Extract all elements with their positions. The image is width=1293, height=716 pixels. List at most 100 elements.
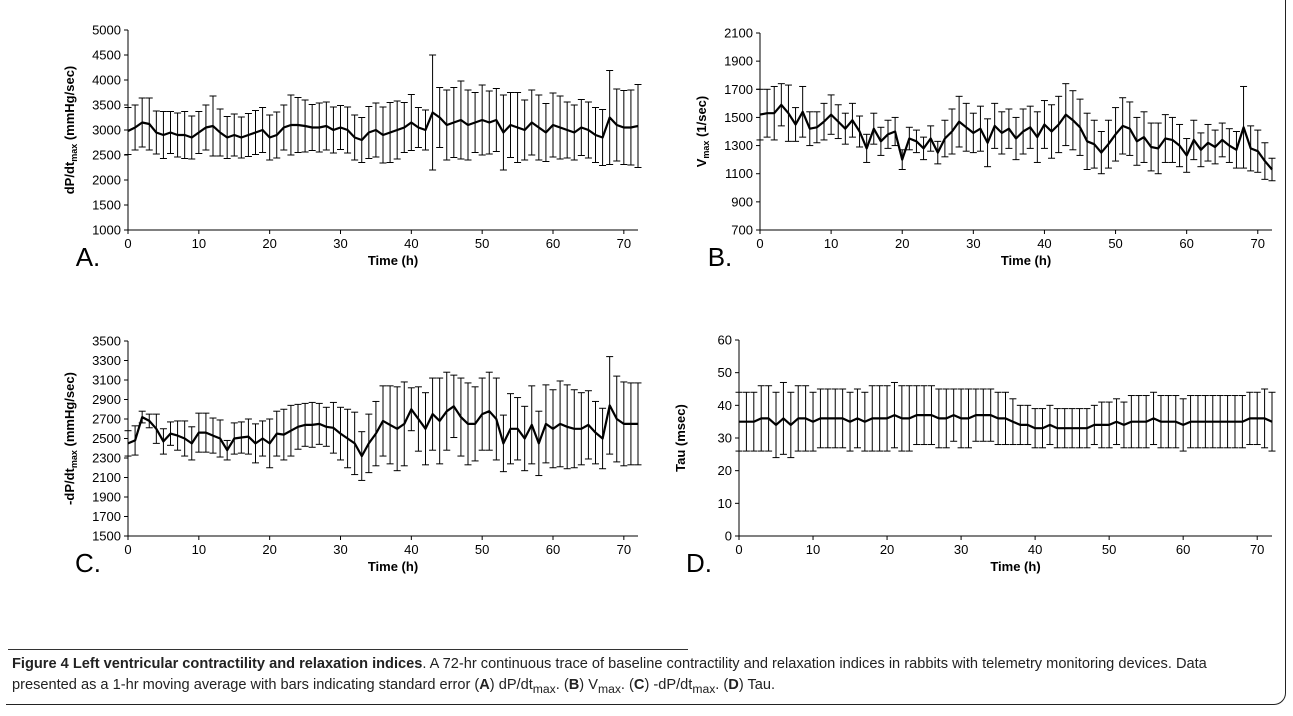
y-tick-label: 1900	[724, 54, 753, 69]
y-tick-label: 700	[731, 223, 753, 238]
y-tick-label: 60	[718, 333, 732, 348]
x-tick-label: 40	[1037, 236, 1051, 251]
x-tick-label: 50	[475, 542, 489, 557]
panel-label: B.	[708, 242, 733, 272]
y-axis-label-unit: (mmHg/sec)	[62, 66, 77, 144]
caption-text-5: . (	[620, 677, 634, 693]
y-tick-label: 1500	[92, 529, 121, 544]
y-axis-label-sub: max	[69, 450, 79, 468]
x-axis-label: Time (h)	[990, 559, 1040, 574]
y-tick-label: 3100	[92, 373, 121, 388]
caption-sub-1: max	[532, 681, 556, 696]
chart-panel-b: 700 900 1100 1300 1500 1700 1900 2100 0 10 20 30 40 5…	[694, 26, 1276, 272]
x-tick-label: 20	[262, 236, 276, 251]
caption-text-6: ) -dP/dt	[644, 677, 693, 693]
x-tick-label: 70	[617, 236, 631, 251]
chart-panel-a: 1000 1500 2000 2500 3000 3500 4000 4500 5000 0 10 2…	[62, 23, 642, 272]
y-axis-label-unit: (mmHg/sec)	[62, 372, 77, 450]
series-line	[739, 414, 1273, 430]
y-axis-label-main: Tau (msec)	[673, 404, 688, 472]
y-tick-label: 1100	[725, 166, 753, 181]
caption-text-8: ) Tau.	[738, 677, 776, 693]
series-line	[127, 111, 639, 142]
figure-caption: Figure 4 Left ventricular contractility …	[12, 654, 1274, 700]
y-axis-label: Tau (msec)	[673, 404, 688, 472]
caption-panel-d: D	[728, 677, 739, 693]
caption-text-3: . (	[555, 677, 569, 693]
caption-text-4: ) V	[579, 677, 598, 693]
caption-rule	[8, 649, 688, 650]
y-axis-label: Vmax (1/sec)	[694, 96, 711, 168]
figure-frame	[6, 0, 1286, 705]
y-tick-label: 900	[731, 194, 753, 209]
x-tick-label: 0	[756, 236, 763, 251]
y-tick-label: 2900	[92, 392, 121, 407]
x-tick-label: 50	[1108, 236, 1122, 251]
y-tick-label: 2100	[92, 470, 121, 485]
y-tick-label: 2700	[92, 412, 121, 427]
x-tick-label: 0	[735, 542, 742, 557]
caption-panel-c: C	[633, 677, 645, 693]
y-tick-label: 1900	[92, 490, 121, 505]
x-tick-label: 0	[124, 236, 131, 251]
y-tick-label: 2500	[92, 431, 121, 446]
y-tick-label: 1300	[724, 138, 753, 153]
y-tick-label: 0	[725, 529, 732, 544]
caption-text-2: ) dP/dt	[489, 677, 533, 693]
x-tick-label: 30	[333, 542, 347, 557]
y-tick-label: 20	[718, 463, 732, 478]
y-axis-label-main: -dP/dt	[62, 467, 77, 504]
y-axis-label-sub: max	[69, 144, 79, 162]
x-tick-label: 40	[404, 542, 418, 557]
y-axis-label-unit: (1/sec)	[694, 96, 709, 141]
caption-panel-a: A	[479, 677, 490, 693]
x-axis-label: Time (h)	[368, 253, 418, 268]
y-tick-label: 1700	[724, 82, 753, 97]
x-tick-label: 10	[806, 542, 820, 557]
panel-label: A.	[76, 242, 101, 272]
series-line	[127, 404, 638, 458]
y-tick-label: 3300	[92, 353, 121, 368]
caption-panel-b: B	[568, 677, 580, 693]
y-tick-label: 3500	[92, 98, 121, 113]
y-tick-label: 3000	[92, 123, 121, 138]
y-axis-label-sub: max	[701, 141, 711, 159]
caption-sub-3: max	[692, 681, 716, 696]
x-tick-label: 20	[262, 542, 276, 557]
y-tick-label: 2500	[92, 148, 121, 163]
x-tick-label: 70	[617, 542, 631, 557]
x-tick-label: 20	[895, 236, 909, 251]
x-tick-label: 50	[1102, 542, 1116, 557]
x-tick-label: 10	[824, 236, 838, 251]
x-tick-label: 50	[475, 236, 489, 251]
y-tick-label: 1500	[92, 198, 121, 213]
y-tick-label: 30	[718, 431, 732, 446]
y-axis-label-main: V	[694, 158, 709, 167]
y-tick-label: 4000	[92, 73, 121, 88]
x-tick-label: 20	[880, 542, 894, 557]
x-axis-label: Time (h)	[1001, 253, 1051, 268]
y-axis-label: dP/dtmax (mmHg/sec)	[62, 66, 79, 195]
y-tick-label: 10	[718, 496, 732, 511]
y-tick-label: 2100	[724, 26, 753, 41]
x-tick-label: 40	[404, 236, 418, 251]
x-tick-label: 60	[546, 236, 560, 251]
y-tick-label: 1500	[724, 110, 753, 125]
x-tick-label: 30	[954, 542, 968, 557]
x-tick-label: 40	[1028, 542, 1042, 557]
y-tick-label: 2300	[92, 451, 121, 466]
x-tick-label: 0	[124, 542, 131, 557]
series-line	[759, 103, 1273, 171]
y-tick-label: 1700	[92, 509, 121, 524]
panel-label: C.	[75, 548, 101, 578]
y-axis-label: -dP/dtmax (mmHg/sec)	[62, 372, 79, 505]
y-tick-label: 50	[718, 365, 732, 380]
y-tick-label: 2000	[92, 173, 121, 188]
x-tick-label: 10	[192, 236, 206, 251]
x-tick-label: 70	[1250, 542, 1264, 557]
y-tick-label: 5000	[92, 23, 121, 38]
caption-text-1: . A 72-hr continuous trace of baseline c…	[12, 656, 1207, 693]
x-tick-label: 60	[546, 542, 560, 557]
y-tick-label: 4500	[92, 48, 121, 63]
